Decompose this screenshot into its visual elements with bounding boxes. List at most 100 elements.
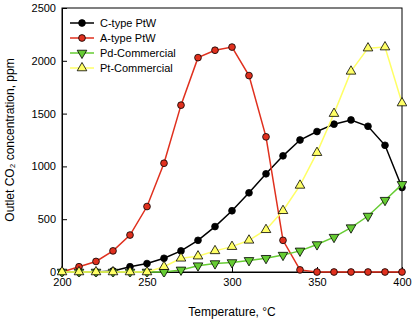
- data-point: [227, 260, 237, 268]
- data-point: [195, 54, 202, 61]
- legend-marker: [79, 20, 86, 27]
- tick: 2000: [32, 55, 67, 67]
- data-point: [348, 269, 355, 276]
- data-point: [397, 97, 407, 105]
- data-point: [127, 232, 134, 239]
- data-point: [397, 182, 407, 190]
- data-point: [261, 224, 271, 232]
- data-point: [210, 245, 220, 253]
- data-point: [227, 241, 237, 249]
- data-point: [295, 248, 305, 256]
- data-point: [178, 102, 185, 109]
- data-point: [331, 269, 338, 276]
- tick-label: 2500: [32, 2, 56, 14]
- data-point: [382, 142, 389, 149]
- series-line: [62, 120, 402, 272]
- legend: C-type PtW A-type PtW Pd-Commercial Pt-Comm…: [70, 17, 176, 74]
- series: [57, 182, 407, 277]
- legend-item: A-type PtW: [70, 32, 156, 44]
- data-point: [212, 47, 219, 54]
- x-axis-title: Temperature, °C: [188, 305, 276, 319]
- data-point: [210, 261, 220, 269]
- data-point: [278, 252, 288, 260]
- tick: 300: [223, 267, 241, 288]
- data-point: [93, 258, 100, 265]
- plot-frame: [62, 8, 402, 272]
- data-point: [212, 223, 219, 230]
- series: [59, 117, 406, 276]
- data-point: [244, 258, 254, 266]
- chart: 20025030035040005001000150020002500C-typ…: [0, 0, 415, 332]
- tick-label: 200: [53, 276, 71, 288]
- marks: [57, 42, 407, 277]
- data-point: [346, 66, 356, 74]
- tick-mark: [62, 166, 67, 167]
- legend-item: C-type PtW: [70, 17, 157, 29]
- tick-label: 500: [38, 213, 56, 225]
- data-point: [229, 207, 236, 214]
- tick: 350: [308, 267, 326, 288]
- data-point: [159, 269, 169, 277]
- plot: 20025030035040005001000150020002500C-typ…: [32, 2, 412, 288]
- data-point: [263, 170, 270, 177]
- data-point: [246, 189, 253, 196]
- data-point: [229, 44, 236, 51]
- tick-label: 400: [393, 276, 411, 288]
- legend-label: Pd-Commercial: [100, 47, 176, 59]
- data-point: [363, 43, 373, 51]
- tick-label: 250: [138, 276, 156, 288]
- axis-line: [63, 9, 68, 273]
- legend-item: Pt-Commercial: [70, 62, 173, 74]
- data-point: [399, 269, 406, 276]
- data-point: [246, 72, 253, 79]
- data-point: [108, 266, 118, 274]
- data-point: [244, 235, 254, 243]
- data-point: [280, 152, 287, 159]
- data-point: [263, 133, 270, 140]
- tick-label: 300: [223, 276, 241, 288]
- series: [57, 42, 407, 275]
- data-point: [363, 213, 373, 221]
- tick: 0: [50, 266, 67, 278]
- data-point: [144, 203, 151, 210]
- data-point: [314, 128, 321, 135]
- series: [59, 44, 406, 276]
- data-point: [176, 267, 186, 275]
- data-point: [312, 147, 322, 155]
- data-point: [365, 123, 372, 130]
- data-point: [125, 266, 135, 274]
- tick-mark: [62, 61, 67, 62]
- data-point: [295, 180, 305, 188]
- data-point: [365, 269, 372, 276]
- data-point: [74, 266, 84, 274]
- data-point: [195, 237, 202, 244]
- data-point: [348, 117, 355, 124]
- data-point: [331, 121, 338, 128]
- data-point: [329, 234, 339, 242]
- data-point: [57, 266, 67, 274]
- series-line: [62, 47, 402, 272]
- data-point: [382, 269, 389, 276]
- y-axis-title: Outlet CO₂ concentration, ppm: [3, 58, 17, 221]
- legend-label: C-type PtW: [100, 17, 157, 29]
- tick: 1500: [32, 108, 67, 120]
- tick-label: 2000: [32, 55, 56, 67]
- tick-label: 1500: [32, 108, 56, 120]
- data-point: [312, 242, 322, 250]
- data-point: [161, 160, 168, 167]
- data-point: [110, 247, 117, 254]
- legend-marker: [79, 35, 86, 42]
- legend-item: Pd-Commercial: [70, 47, 176, 59]
- data-point: [280, 237, 287, 244]
- data-point: [91, 266, 101, 274]
- data-point: [297, 267, 304, 274]
- tick: 400: [393, 267, 411, 288]
- tick-mark: [62, 8, 67, 9]
- tick-label: 0: [50, 266, 56, 278]
- legend-marker: [77, 50, 87, 58]
- data-point: [314, 269, 321, 276]
- tick-label: 350: [308, 276, 326, 288]
- tick-mark: [62, 219, 67, 220]
- legend-marker: [77, 62, 87, 70]
- series-line: [62, 184, 402, 272]
